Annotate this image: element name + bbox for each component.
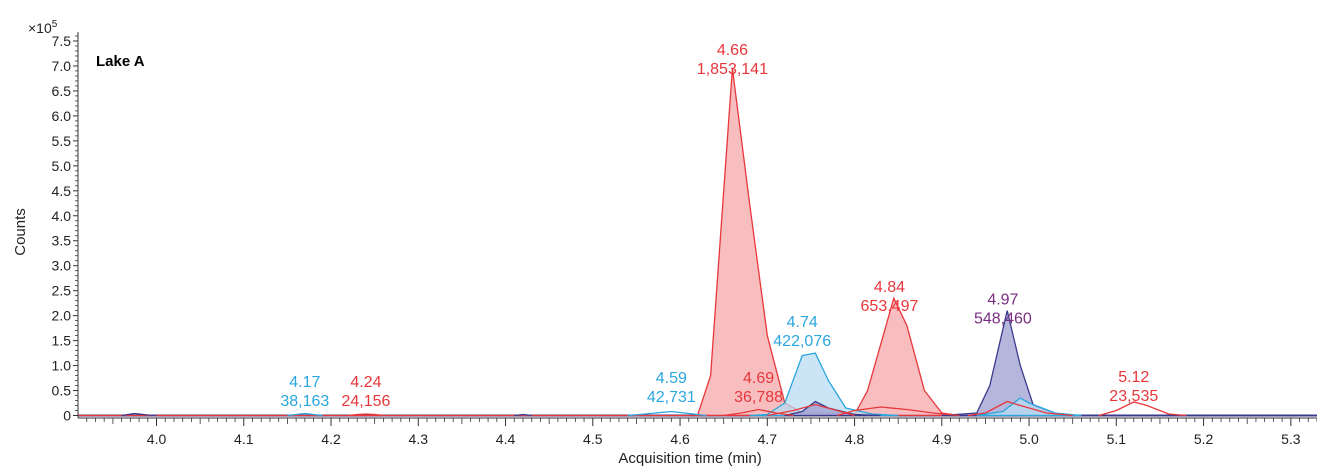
x-tick-label: 4.3 (409, 431, 429, 447)
x-tick-label: 4.2 (321, 431, 341, 447)
peak-rt-label: 4.69 (743, 370, 774, 387)
trace-line (287, 412, 323, 417)
peak-area-label: 24,156 (341, 393, 390, 410)
peak-rt-label: 4.59 (656, 370, 687, 387)
peak-area (828, 296, 960, 417)
trace-line (723, 408, 794, 417)
y-tick-label: 0 (63, 408, 71, 424)
y-tick-label: 5.0 (52, 158, 72, 174)
x-tick-label: 4.8 (845, 431, 865, 447)
peak-area-label: 548,460 (974, 311, 1032, 328)
peak-area-label: 38,163 (280, 393, 329, 410)
x-tick-label: 5.0 (1019, 431, 1039, 447)
y-tick-label: 1.5 (52, 333, 72, 349)
peak-area (749, 352, 899, 417)
y-tick-label: 2.0 (52, 308, 72, 324)
x-tick-label: 5.3 (1281, 431, 1301, 447)
x-tick-label: 4.9 (932, 431, 952, 447)
trace-line (627, 410, 707, 417)
peak-rt-label: 4.66 (717, 42, 748, 59)
x-tick-label: 4.1 (234, 431, 254, 447)
peak-area (976, 397, 1082, 417)
panel-label: Lake A (96, 53, 145, 70)
x-tick-label: 4.0 (147, 431, 167, 447)
peak-area-label: 36,788 (734, 389, 783, 406)
peak-rt-label: 4.74 (787, 314, 818, 331)
trace-line (1098, 401, 1187, 417)
x-axis-title: Acquisition time (min) (618, 450, 761, 467)
plot-area (78, 68, 1317, 417)
axes: 0 0.5 1.0 1.5 2.0 2.5 3.0 3.5 4.0 4.5 5.0 5.5 6.0 6.5… (52, 32, 1317, 447)
y-tick-label: 7.5 (52, 33, 72, 49)
y-tick-label: 3.5 (52, 233, 72, 249)
peak-rt-label: 5.12 (1118, 369, 1149, 386)
x-tick-label: 5.2 (1194, 431, 1214, 447)
y-tick-label: 6.5 (52, 83, 72, 99)
trace-line (348, 413, 384, 417)
peak-rt-label: 4.97 (987, 292, 1018, 309)
peak-area-label: 23,535 (1109, 388, 1158, 405)
peak-area (78, 68, 890, 417)
peak-area-label: 422,076 (773, 333, 831, 350)
y-axis-title: Counts (12, 208, 29, 256)
x-tick-label: 4.4 (496, 431, 516, 447)
peak-rt-label: 4.24 (350, 374, 381, 391)
y-multiplier: ×105 (28, 19, 58, 36)
y-tick-label: 0.5 (52, 383, 72, 399)
peak-area-label: 1,853,141 (697, 61, 768, 78)
y-tick-label: 3.0 (52, 258, 72, 274)
peak-labels: 4.17 38,163 4.24 24,156 4.59 42,731 4.69 36,788… (280, 42, 1158, 410)
y-tick-label: 2.5 (52, 283, 72, 299)
y-tick-label: 4.5 (52, 183, 72, 199)
y-tick-label: 1.0 (52, 358, 72, 374)
trace-line (967, 400, 1073, 417)
x-tick-label: 5.1 (1107, 431, 1127, 447)
y-tick-label: 4.0 (52, 208, 72, 224)
peak-rt-label: 4.17 (289, 374, 320, 391)
trace-line (836, 406, 960, 417)
x-tick-label: 4.5 (583, 431, 603, 447)
peak-area-label: 42,731 (647, 389, 696, 406)
x-tick-label: 4.7 (758, 431, 778, 447)
trace-line (121, 412, 157, 417)
x-tick-label: 4.6 (670, 431, 690, 447)
y-tick-label: 7.0 (52, 58, 72, 74)
y-tick-label: 5.5 (52, 133, 72, 149)
peak-area-label: 653,497 (861, 298, 919, 315)
trace-line (767, 403, 855, 417)
peak-rt-label: 4.84 (874, 279, 905, 296)
trace-line (514, 413, 532, 417)
y-tick-label: 6.0 (52, 108, 72, 124)
